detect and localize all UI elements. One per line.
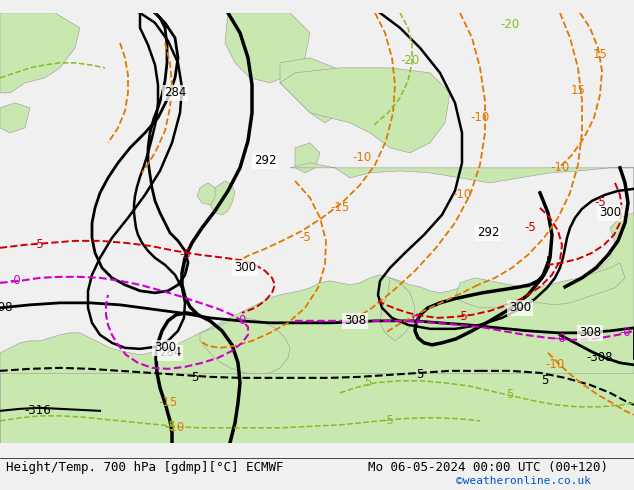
Text: -15: -15 (158, 396, 178, 409)
Text: 300: 300 (599, 206, 621, 220)
Text: -20: -20 (500, 18, 520, 31)
Text: Mo 06-05-2024 00:00 UTC (00+120): Mo 06-05-2024 00:00 UTC (00+120) (368, 462, 608, 474)
Text: 308: 308 (579, 326, 601, 340)
Text: 308: 308 (344, 315, 366, 327)
Polygon shape (225, 13, 310, 83)
Text: -10: -10 (470, 111, 489, 124)
Text: 292: 292 (477, 226, 499, 239)
Polygon shape (280, 58, 345, 123)
Text: 5: 5 (365, 376, 372, 390)
Text: 0: 0 (411, 315, 418, 327)
Text: -10: -10 (353, 151, 372, 164)
Text: 5: 5 (507, 389, 514, 401)
Text: 292: 292 (254, 154, 276, 168)
Text: -10: -10 (550, 161, 569, 174)
Text: ©weatheronline.co.uk: ©weatheronline.co.uk (456, 476, 592, 486)
Text: 284: 284 (158, 346, 181, 359)
Text: 300: 300 (509, 301, 531, 315)
Text: -316: -316 (25, 404, 51, 417)
Text: -0: -0 (554, 332, 566, 345)
Polygon shape (0, 163, 634, 443)
Text: -15: -15 (330, 201, 349, 214)
Text: Height/Temp. 700 hPa [gdmp][°C] ECMWF: Height/Temp. 700 hPa [gdmp][°C] ECMWF (6, 462, 284, 474)
Polygon shape (295, 143, 320, 173)
Text: -10: -10 (165, 421, 184, 434)
Text: -5: -5 (32, 238, 44, 251)
Text: -5: -5 (382, 415, 394, 427)
Text: 300: 300 (234, 261, 256, 274)
Polygon shape (455, 263, 625, 308)
Text: 5: 5 (417, 368, 424, 381)
Text: -10: -10 (453, 188, 472, 201)
Text: 5: 5 (541, 374, 548, 388)
Polygon shape (380, 278, 415, 341)
Text: -0: -0 (619, 326, 631, 340)
Text: 300: 300 (154, 342, 176, 354)
Text: -5: -5 (179, 248, 191, 261)
Text: -5: -5 (456, 310, 468, 323)
Text: -5: -5 (299, 231, 311, 245)
Text: -10: -10 (545, 358, 565, 371)
Text: 15: 15 (571, 84, 585, 98)
Polygon shape (280, 68, 450, 153)
Polygon shape (197, 183, 215, 205)
Text: 0: 0 (238, 315, 246, 327)
Text: -5: -5 (594, 196, 606, 209)
Text: 5: 5 (191, 371, 198, 384)
Text: -308: -308 (586, 351, 613, 365)
Text: 284: 284 (164, 86, 186, 99)
Text: -5: -5 (524, 221, 536, 234)
Text: -0: -0 (9, 274, 21, 287)
Text: 15: 15 (593, 49, 607, 61)
Polygon shape (0, 13, 80, 93)
Text: -5: -5 (164, 420, 176, 433)
Text: -20: -20 (401, 54, 420, 67)
Polygon shape (0, 373, 634, 443)
Polygon shape (200, 318, 290, 375)
Text: -308: -308 (0, 301, 13, 315)
Polygon shape (210, 181, 235, 215)
Polygon shape (0, 103, 30, 133)
